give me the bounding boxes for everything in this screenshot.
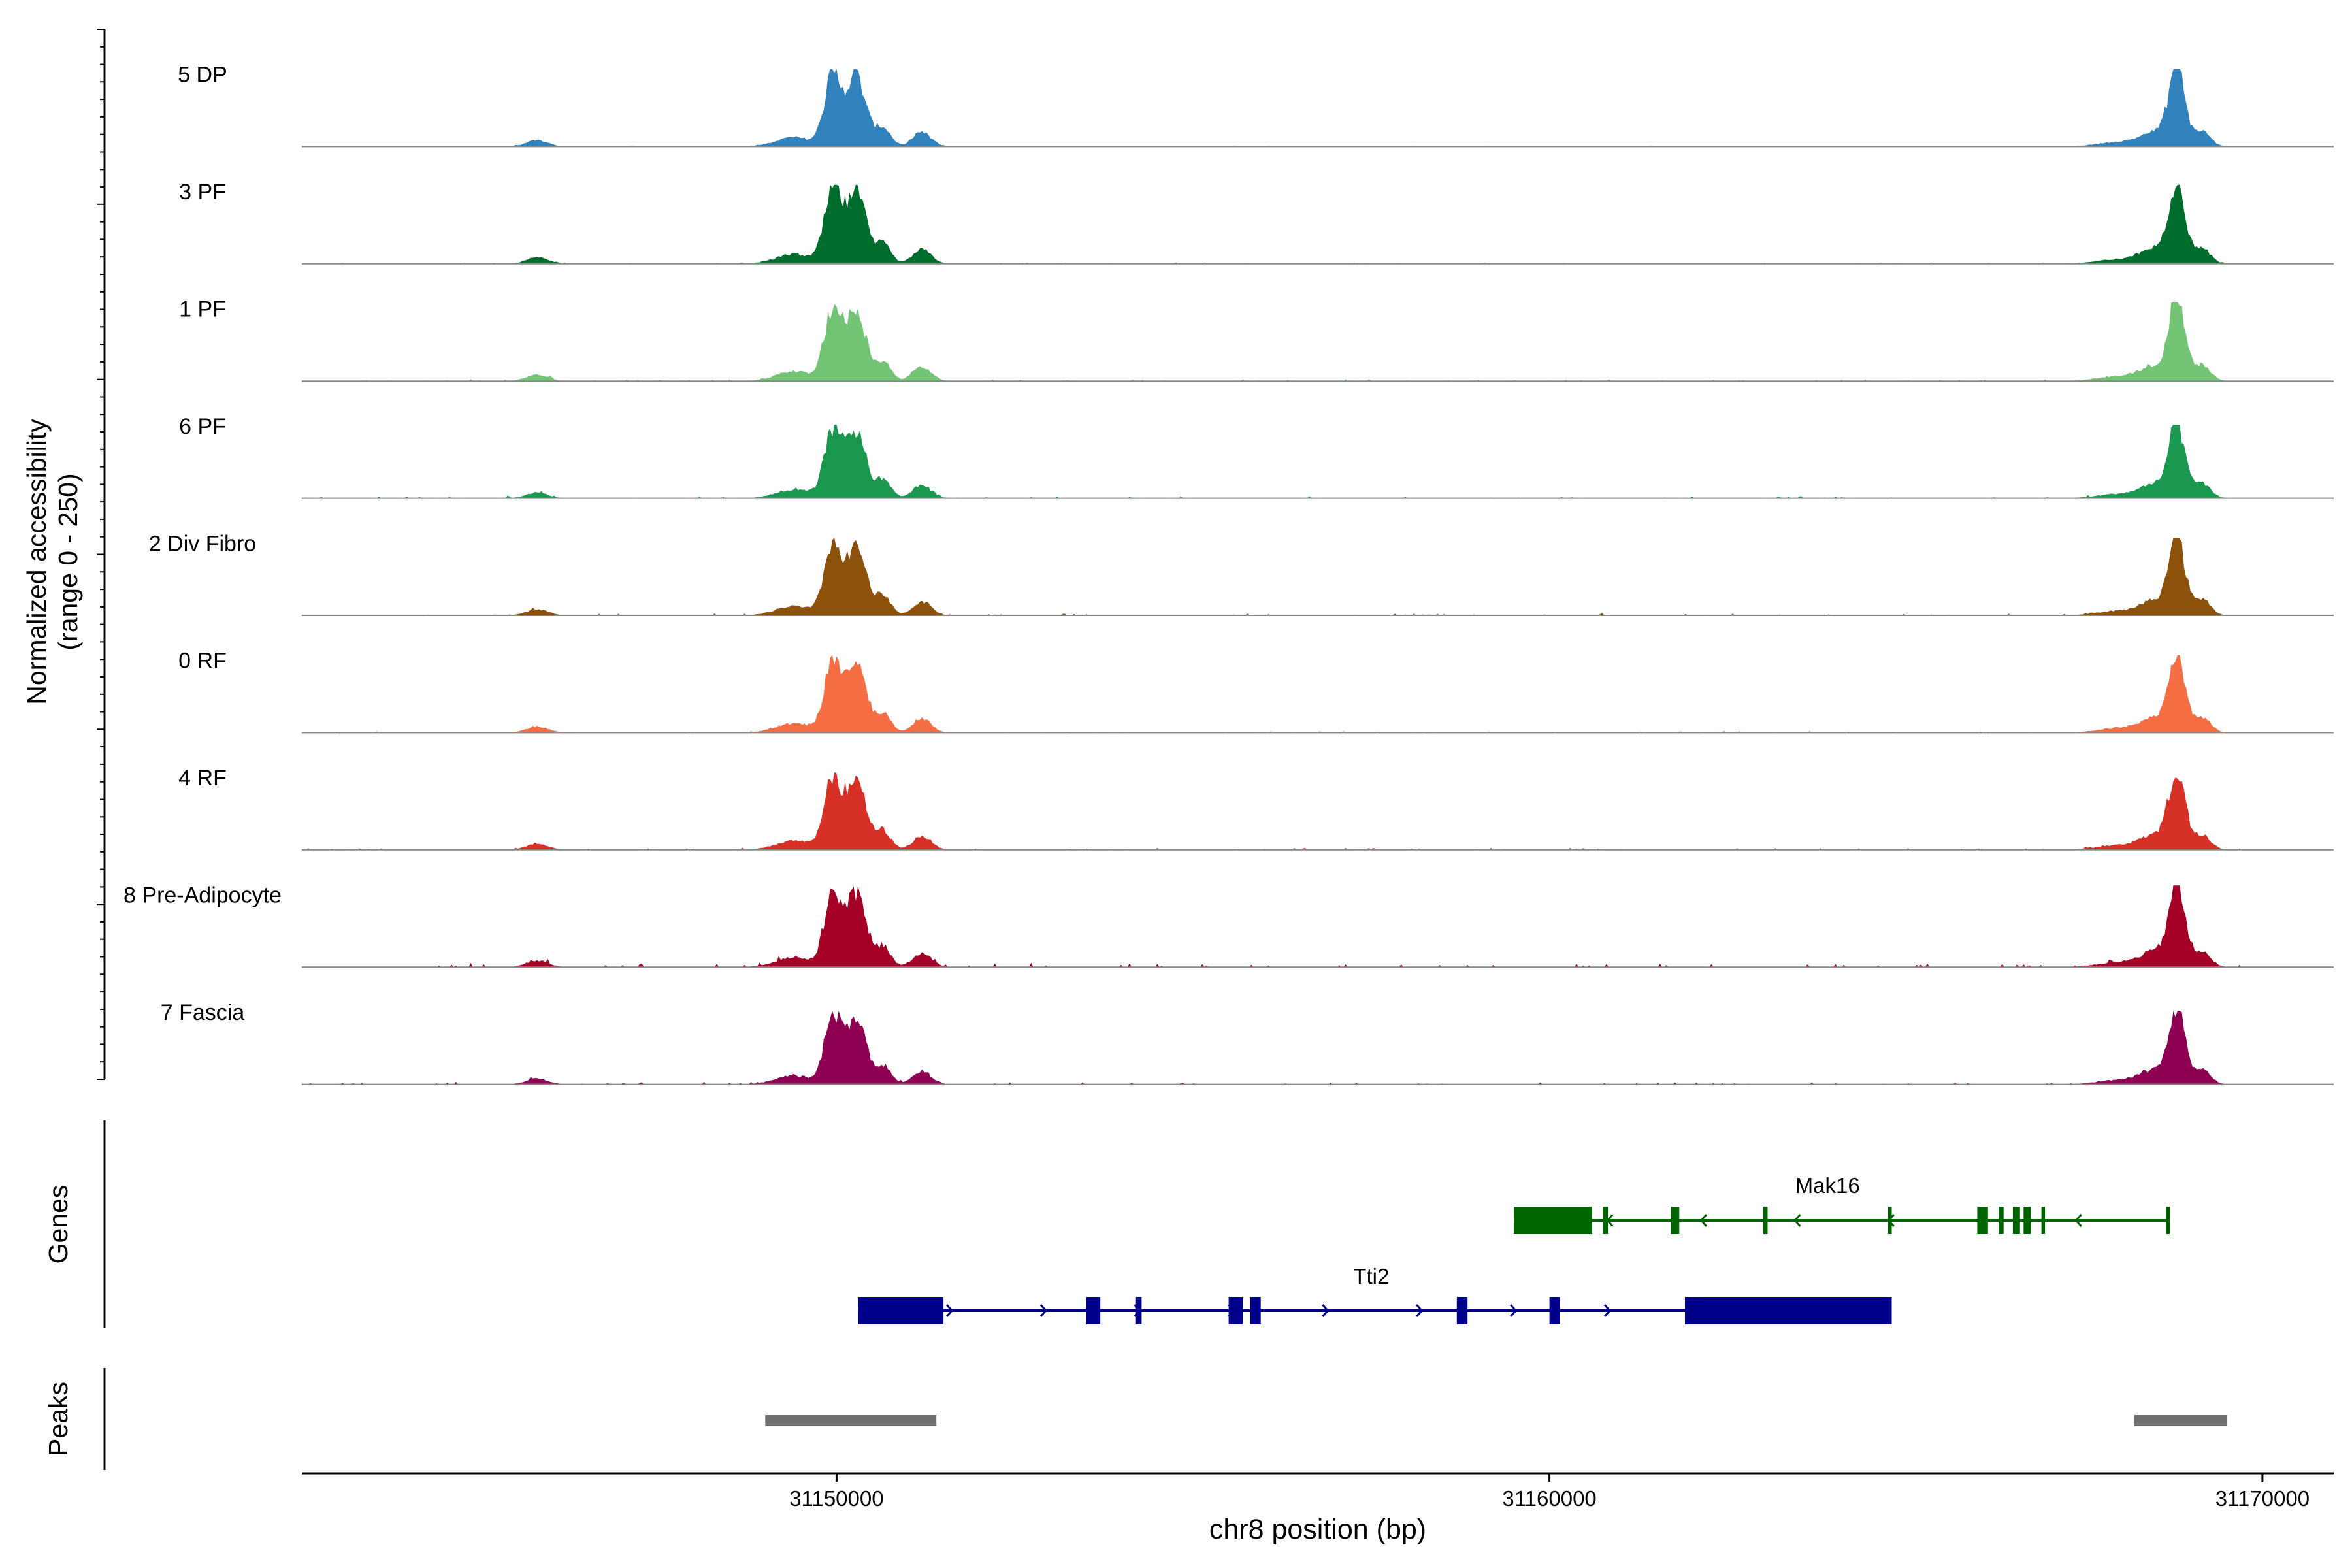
x-axis-ticks: 31150000 31160000 31170000 [789, 1473, 2310, 1511]
gene-tti2: Tti2 [858, 1264, 1892, 1324]
track-label: 6 PF [179, 414, 226, 439]
gene-label: Mak16 [1795, 1173, 1860, 1198]
track-1-pf: 1 PF [179, 297, 2334, 382]
track-label: 0 RF [178, 649, 227, 674]
strand-arrow [1793, 1214, 1801, 1227]
track-label: 4 RF [178, 766, 227, 791]
track-label: 1 PF [179, 297, 226, 322]
genes-panel-label: Genes [43, 1185, 73, 1264]
peak-bar [765, 1415, 937, 1426]
track-label: 8 Pre-Adipocyte [123, 883, 282, 908]
strand-arrow [1603, 1304, 1611, 1317]
track-5-dp: 5 DP [178, 63, 2334, 148]
gene-exon [1685, 1297, 1892, 1324]
strand-arrow [1699, 1214, 1708, 1227]
strand-arrow [945, 1304, 954, 1317]
gene-exon [1603, 1207, 1609, 1234]
gene-exon [1456, 1297, 1468, 1324]
gene-exon [1888, 1207, 1892, 1234]
gene-mak16: Mak16 [1514, 1173, 2170, 1234]
gene-exon [1977, 1207, 1988, 1234]
track-6-pf: 6 PF [179, 414, 2334, 499]
gene-label: Tti2 [1353, 1264, 1389, 1288]
strand-arrow [1322, 1304, 1330, 1317]
x-axis-title: chr8 position (bp) [1209, 1514, 1426, 1545]
gene-exon [1086, 1297, 1101, 1324]
track-8-pre-adipocyte: 8 Pre-Adipocyte [123, 883, 2334, 968]
x-tick-label: 31160000 [1502, 1486, 1596, 1511]
track-7-fascia: 7 Fascia [161, 1000, 2334, 1085]
coverage-tracks: 5 DP 3 PF 1 PF 6 PF 2 Div Fibro 0 RF 4 RF 8 Pre… [123, 63, 2334, 1085]
gene-exon [858, 1297, 944, 1324]
gene-exon [2166, 1207, 2170, 1234]
peaks-panel-label: Peaks [43, 1382, 73, 1456]
track-label: 2 Div Fibro [149, 531, 256, 556]
strand-arrow [1416, 1304, 1424, 1317]
peaks-panel [765, 1415, 2227, 1426]
gene-exon [1549, 1297, 1560, 1324]
track-label: 5 DP [178, 63, 227, 88]
gene-exon [2041, 1207, 2046, 1234]
strand-arrow [1039, 1304, 1047, 1317]
y-axis-title-line1: Normalized accessibility [22, 419, 52, 705]
gene-exon [1250, 1297, 1261, 1324]
gene-exon [1671, 1207, 1680, 1234]
gene-exon [1135, 1297, 1142, 1324]
gene-exon [2012, 1207, 2020, 1234]
y-axis-title-line2: (range 0 - 250) [53, 473, 83, 650]
track-2-div-fibro: 2 Div Fibro [149, 531, 2334, 616]
x-tick-label: 31170000 [2215, 1486, 2310, 1511]
peak-bar [2134, 1415, 2227, 1426]
strand-arrow [2074, 1214, 2082, 1227]
gene-exon [2023, 1207, 2031, 1234]
coverage-y-axis-ticks [97, 29, 105, 1080]
gene-exon [1763, 1207, 1768, 1234]
genes-panel: Mak16 Tti2 [858, 1173, 2170, 1324]
track-label: 7 Fascia [161, 1000, 245, 1025]
strand-arrow [1509, 1304, 1518, 1317]
track-label: 3 PF [179, 180, 226, 204]
track-0-rf: 0 RF [178, 649, 2334, 734]
track-3-pf: 3 PF [179, 180, 2334, 265]
gene-exon [1999, 1207, 2004, 1234]
x-tick-label: 31150000 [789, 1486, 883, 1511]
track-4-rf: 4 RF [178, 766, 2334, 851]
gene-exon [1228, 1297, 1243, 1324]
gene-exon [1514, 1207, 1593, 1234]
